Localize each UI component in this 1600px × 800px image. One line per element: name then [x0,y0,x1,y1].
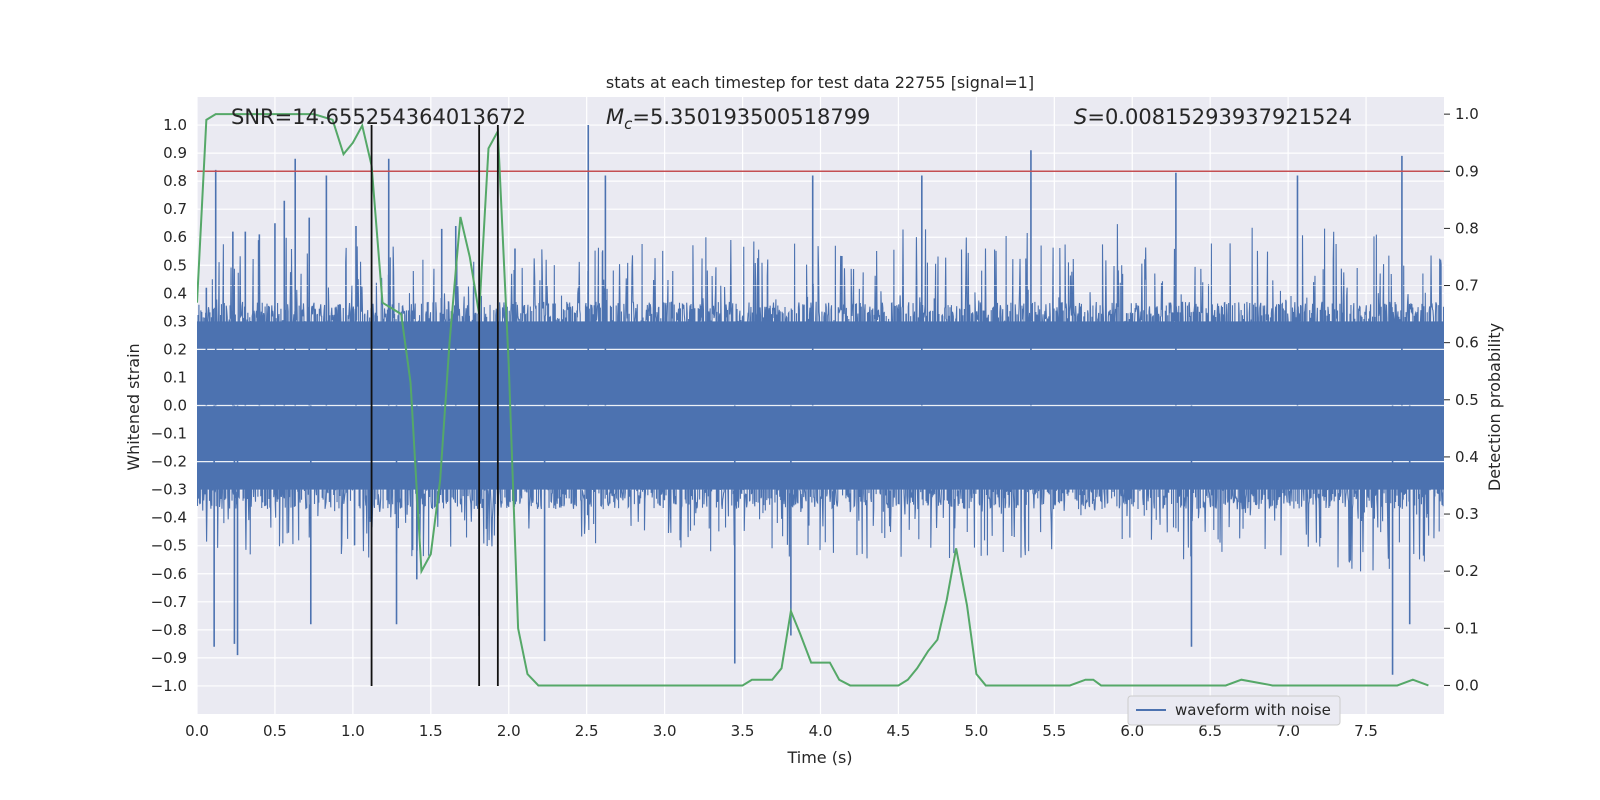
x-tick-label: 7.5 [1354,722,1378,740]
y-tick-label: 0.0 [163,397,187,415]
y-axis-ticks: 1.0 0.9 0.8 0.7 0.6 0.5 0.4 0.3 0.2 0.1 0.0 −0.1 −0.… [151,116,187,695]
y-tick-label: −0.9 [151,649,187,667]
detection-probability-path [197,113,1429,687]
y-tick-label: 0.5 [163,256,187,274]
y-tick-label: 0.8 [163,172,187,190]
chirp-mass-annotation: Mc=5.350193500518799 [606,105,870,133]
y-tick-label: −1.0 [151,677,187,695]
x-tick-label: 4.5 [887,722,911,740]
detection-probability-series [197,113,1429,687]
y-tick-label: −0.1 [151,425,187,443]
x-axis-label: Time (s) [786,748,852,767]
y2-axis-label: Detection probability [1485,323,1504,491]
x-tick-label: 1.5 [419,722,443,740]
y2-tick-label: 0.5 [1455,391,1479,409]
x-tick-label: 0.5 [263,722,287,740]
y-tick-label: −0.6 [151,565,187,583]
y-tick-label: 1.0 [163,116,187,134]
x-tick-label: 6.0 [1120,722,1144,740]
legend-label: waveform with noise [1175,701,1331,719]
s-symbol: S [1074,105,1087,129]
x-tick-label: 5.5 [1042,722,1066,740]
chart-title: stats at each timestep for test data 227… [606,73,1034,92]
y2-tick-label: 0.3 [1455,505,1479,523]
y-tick-label: −0.2 [151,453,187,471]
y-tick-label: −0.7 [151,593,187,611]
y-tick-label: −0.3 [151,481,187,499]
x-tick-label: 2.0 [497,722,521,740]
x-tick-label: 6.5 [1198,722,1222,740]
y-tick-label: 0.6 [163,228,187,246]
y-tick-label: 0.7 [163,200,187,218]
y-tick-label: 0.2 [163,340,187,358]
y2-tick-label: 1.0 [1455,105,1479,123]
legend: waveform with noise [1127,695,1341,726]
y2-tick-label: 0.9 [1455,162,1479,180]
y-tick-label: 0.4 [163,284,187,302]
y2-tick-label: 0.2 [1455,562,1479,580]
y2-tick-label: 0.7 [1455,277,1479,295]
y-tick-label: 0.3 [163,312,187,330]
y2-tick-label: 0.4 [1455,448,1479,466]
chirp-mass-symbol: M [606,105,624,129]
x-tick-label: 7.0 [1276,722,1300,740]
snr-annotation: SNR=14.655254364013672 [231,105,526,129]
s-value: =0.00815293937921524 [1087,105,1352,129]
x-tick-label: 2.5 [575,722,599,740]
chirp-mass-subscript: c [624,115,633,133]
legend-box [1127,695,1341,726]
x-tick-label: 1.0 [341,722,365,740]
y2-tick-label: 0.8 [1455,219,1479,237]
y-axis-label: Whitened strain [124,343,143,470]
x-tick-label: 3.5 [731,722,755,740]
y-tick-label: −0.4 [151,509,187,527]
y-tick-label: −0.5 [151,537,187,555]
waveform-with-noise-series [197,125,1444,675]
y2-tick-label: 0.0 [1455,676,1479,694]
y2-tick-label: 0.6 [1455,334,1479,352]
s-annotation: S=0.00815293937921524 [1074,105,1352,129]
y-tick-label: 0.1 [163,368,187,386]
y-tick-label: −0.8 [151,621,187,639]
y2-tick-label: 0.1 [1455,619,1479,637]
x-tick-label: 4.0 [809,722,833,740]
chirp-mass-value: =5.350193500518799 [632,105,870,129]
x-axis-ticks: 0.0 0.5 1.0 1.5 2.0 2.5 3.0 3.5 4.0 4.5 5.0 5.5 6.0 6… [185,722,1378,740]
x-tick-label: 5.0 [964,722,988,740]
x-tick-label: 0.0 [185,722,209,740]
y-tick-label: 0.9 [163,144,187,162]
y2-axis-ticks: 1.0 0.9 0.8 0.7 0.6 0.5 0.4 0.3 0.2 0.1 0.0 [1444,105,1479,694]
vertical-markers [370,125,499,686]
x-tick-label: 3.0 [653,722,677,740]
